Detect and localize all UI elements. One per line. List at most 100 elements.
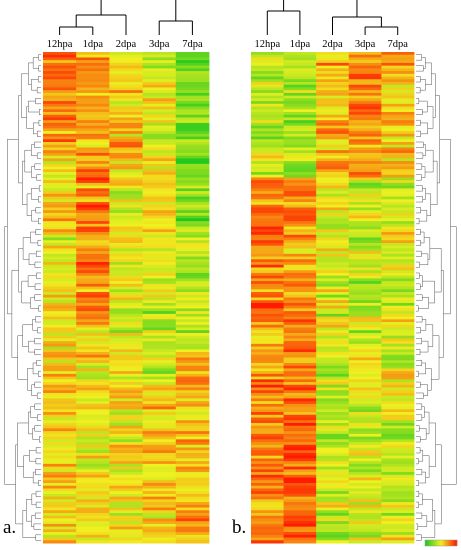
heatmap-cell xyxy=(381,98,415,102)
heatmap-cell xyxy=(142,540,177,544)
heatmap-cell xyxy=(109,131,143,135)
heatmap-cell xyxy=(175,534,210,539)
heatmap-cell xyxy=(381,515,415,519)
heatmap-cell xyxy=(43,504,77,509)
heatmap-cell xyxy=(251,425,284,429)
heatmap-cell xyxy=(316,292,350,296)
heatmap-cell xyxy=(175,73,210,78)
heatmap-cell xyxy=(283,447,317,451)
colorbar-frame xyxy=(424,539,458,547)
heatmap-cell xyxy=(76,305,110,309)
heatmap-cell xyxy=(283,469,317,473)
heatmap-cell xyxy=(175,384,210,389)
heatmap-cell xyxy=(381,125,415,129)
heatmap-cell xyxy=(283,382,317,386)
heatmap-cell xyxy=(283,191,317,195)
heatmap-cell xyxy=(43,264,77,268)
heatmap-cell xyxy=(109,68,143,72)
heatmap-cell xyxy=(381,357,415,361)
heatmap-cell xyxy=(251,450,284,454)
heatmap-cell xyxy=(76,82,110,86)
heatmap-cell xyxy=(109,259,143,263)
heatmap-cell xyxy=(283,324,317,329)
heatmap-cell xyxy=(251,185,284,189)
heatmap-cell xyxy=(316,98,350,102)
heatmap-cell xyxy=(76,401,110,405)
heatmap-cell xyxy=(76,349,110,353)
heatmap-cell xyxy=(316,373,350,378)
heatmap-cell xyxy=(283,529,317,533)
heatmap-cell xyxy=(43,193,77,198)
colorbar-swatch xyxy=(455,540,458,546)
heatmap-cell xyxy=(43,237,77,241)
heatmap-cell xyxy=(283,84,317,88)
heatmap-cell xyxy=(283,180,317,184)
heatmap-cell xyxy=(76,128,110,132)
heatmap-cell xyxy=(251,166,284,170)
heatmap-cell xyxy=(43,106,77,110)
heatmap-cell xyxy=(316,275,350,279)
heatmap-cell xyxy=(109,341,143,345)
heatmap-cell xyxy=(251,332,284,337)
heatmap-cell xyxy=(251,242,284,247)
heatmap-cell xyxy=(251,251,284,255)
heatmap-cell xyxy=(76,341,110,345)
heatmap-cell xyxy=(283,305,317,309)
heatmap-cell xyxy=(348,305,382,309)
heatmap-cell xyxy=(283,218,317,222)
heatmap-cell xyxy=(381,322,415,326)
heatmap-cell xyxy=(142,305,177,309)
heatmap-cell xyxy=(175,472,210,476)
heatmap-cell xyxy=(381,117,415,121)
heatmap-cell xyxy=(175,338,210,342)
heatmap-cell xyxy=(381,57,415,61)
heatmap-cell xyxy=(109,191,143,195)
heatmap-cell xyxy=(43,534,77,539)
heatmap-cell xyxy=(381,90,415,94)
heatmap-cell xyxy=(43,499,77,503)
heatmap-cell xyxy=(251,142,284,146)
heatmap-cell xyxy=(76,515,110,519)
heatmap-cell xyxy=(316,365,350,369)
heatmap-cell xyxy=(175,395,210,399)
heatmap-cell xyxy=(76,433,110,438)
heatmap-cell xyxy=(109,392,143,397)
heatmap-cell xyxy=(175,390,210,394)
heatmap-cell xyxy=(109,275,143,279)
heatmap-cell xyxy=(381,439,415,443)
heatmap-cell xyxy=(76,79,110,83)
heatmap-cell xyxy=(142,133,177,138)
heatmap-cell xyxy=(381,65,415,69)
heatmap-cell xyxy=(109,180,143,184)
heatmap-cell xyxy=(251,82,284,86)
heatmap-cell xyxy=(251,341,284,345)
heatmap-cell xyxy=(316,294,350,298)
heatmap-cell xyxy=(109,218,143,222)
heatmap-cell xyxy=(316,412,350,416)
heatmap-cell xyxy=(251,275,284,279)
heatmap-cell xyxy=(175,515,210,519)
heatmap-cell xyxy=(348,382,382,386)
heatmap-cell xyxy=(175,308,210,312)
heatmap-cell xyxy=(43,444,77,449)
heatmap-cell xyxy=(316,114,350,118)
heatmap-cell xyxy=(175,242,210,247)
heatmap-cell xyxy=(381,455,415,459)
heatmap-cell xyxy=(251,447,284,451)
heatmap-cell xyxy=(251,256,284,260)
heatmap-cell xyxy=(142,185,177,189)
heatmap-cell xyxy=(251,518,284,522)
heatmap-cell xyxy=(348,142,382,146)
heatmap-cell xyxy=(109,450,143,454)
heatmap-cell xyxy=(76,150,110,154)
heatmap-cell xyxy=(175,352,210,356)
heatmap-cell xyxy=(251,54,284,58)
heatmap-cell xyxy=(381,62,415,67)
heatmap-cell xyxy=(381,414,415,419)
heatmap-cell xyxy=(316,281,350,285)
heatmap-cell xyxy=(142,207,177,211)
heatmap-cell xyxy=(76,504,110,509)
heatmap-cell xyxy=(109,491,143,495)
heatmap-cell xyxy=(76,210,110,214)
heatmap-cell xyxy=(76,518,110,522)
